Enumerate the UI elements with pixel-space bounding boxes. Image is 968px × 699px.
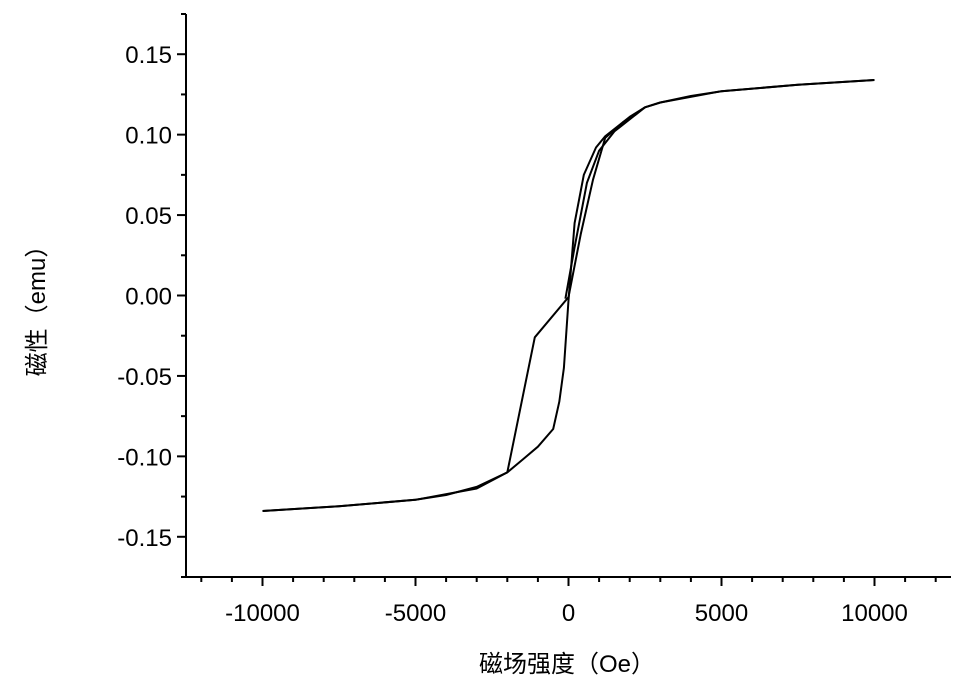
y-tick-label: 0.00 (125, 284, 172, 311)
x-axis-title: 磁场强度（Oe） (479, 651, 655, 678)
x-tick-label: 5000 (695, 600, 748, 627)
y-tick-label: -0.10 (117, 444, 172, 471)
axes (177, 13, 951, 586)
y-tick-label: 0.05 (125, 203, 172, 230)
x-tick-label: -5000 (385, 600, 446, 627)
y-tick-label: -0.05 (117, 364, 172, 391)
y-tick-label: 0.15 (125, 42, 172, 69)
y-tick-label: 0.10 (125, 123, 172, 150)
hysteresis-branch-2 (262, 79, 875, 512)
y-tick-label: -0.15 (117, 525, 172, 552)
x-tick-label: -10000 (225, 600, 300, 627)
tick-labels: -10000 -5000 0 5000 10000 -0.15 -0.10 -0.05 0.00… (117, 42, 908, 627)
x-tick-label: 10000 (841, 600, 908, 627)
hysteresis-branch-3 (564, 106, 646, 299)
y-axis-title: 磁性（emu） (24, 234, 51, 377)
series-layer (262, 79, 875, 512)
x-tick-label: 0 (562, 600, 575, 627)
